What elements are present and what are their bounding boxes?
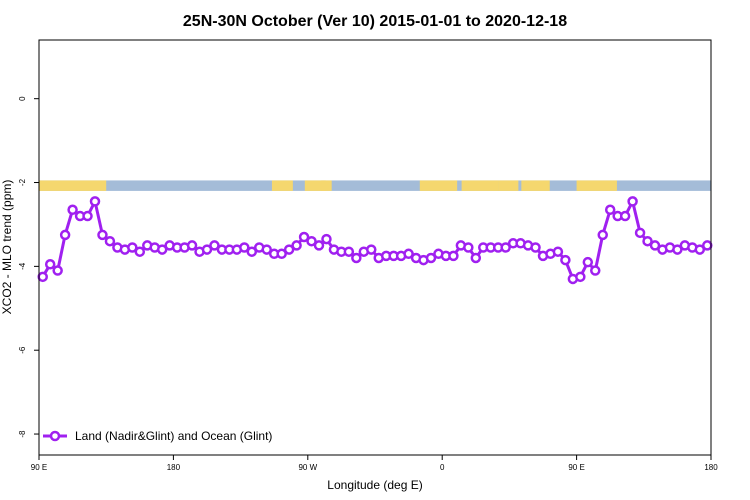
data-point (37, 271, 48, 283)
land-segment (304, 180, 326, 191)
data-point (82, 210, 93, 222)
land-segment (321, 180, 332, 191)
x-tick-label: 90 W (298, 463, 317, 472)
x-tick-label: 90 E (31, 463, 47, 472)
x-tick-label: 90 E (568, 463, 584, 472)
data-point (67, 204, 78, 216)
data-point (291, 240, 302, 251)
y-tick-label: -8 (18, 430, 27, 438)
data-point (306, 235, 317, 247)
x-axis-label: Longitude (deg E) (327, 478, 422, 492)
data-point (298, 231, 310, 243)
data-point (52, 265, 63, 276)
data-point (186, 240, 198, 251)
data-point (276, 248, 287, 260)
data-point (604, 204, 616, 216)
data-point (500, 242, 511, 253)
data-point (246, 246, 258, 257)
data-point (530, 242, 541, 253)
land-segment (271, 180, 293, 191)
data-point (89, 196, 101, 207)
data-point (44, 259, 56, 270)
data-point (261, 244, 272, 255)
data-point (702, 240, 713, 251)
x-tick-label: 180 (167, 463, 181, 472)
data-point (134, 246, 146, 257)
axes: 90 E 180 90 W 0 90 E 180 0 -2 -4 -6 -8 (18, 96, 718, 472)
legend-label: Land (Nadir&Glint) and Ocean (Glint) (75, 429, 272, 443)
data-point (104, 235, 116, 247)
data-point (634, 227, 646, 239)
legend: Land (Nadir&Glint) and Ocean (Glint) (43, 429, 272, 443)
chart-title: 25N-30N October (Ver 10) 2015-01-01 to 2… (183, 13, 567, 30)
data-point (209, 240, 220, 251)
data-point (343, 246, 355, 257)
ocean-band (39, 180, 711, 191)
data-point (351, 252, 362, 264)
y-tick-label: -2 (18, 178, 27, 186)
data-point (239, 242, 250, 253)
land-segment (419, 180, 458, 191)
data-point (470, 252, 482, 264)
y-axis-label: XCO2 - MLO trend (ppm) (0, 180, 14, 315)
y-tick-label: -6 (18, 346, 27, 354)
data-point (283, 244, 295, 255)
data-point (59, 229, 71, 241)
x-tick-label: 0 (440, 463, 445, 472)
data-point (97, 229, 108, 241)
land-segment (461, 180, 499, 191)
data-point (619, 210, 631, 222)
data-point (642, 235, 653, 247)
data-point (448, 250, 459, 262)
data-point (552, 246, 564, 257)
land-segment (498, 180, 519, 191)
plot-frame (38, 39, 712, 456)
data-series (37, 196, 713, 285)
data-point (672, 244, 683, 255)
data-point (321, 233, 332, 245)
data-point (590, 265, 601, 276)
data-point (575, 271, 586, 283)
y-tick-label: -4 (18, 262, 27, 270)
data-point (156, 244, 168, 255)
legend-marker-swatch (49, 430, 61, 442)
land-segment (576, 180, 617, 191)
data-point (463, 242, 474, 253)
land-segment (39, 180, 107, 191)
y-tick-label: 0 (18, 96, 27, 101)
data-point (597, 229, 608, 241)
data-point (425, 252, 437, 264)
data-point (627, 196, 638, 207)
data-point (649, 240, 661, 251)
land-segment (521, 180, 550, 191)
data-point (694, 244, 706, 255)
land-ocean-mask (39, 180, 711, 191)
data-point (127, 242, 138, 253)
data-point (201, 244, 213, 255)
data-point (560, 254, 571, 266)
x-tick-label: 180 (704, 463, 718, 472)
data-point (313, 240, 325, 251)
data-point (366, 244, 377, 255)
data-point (403, 248, 414, 260)
data-point (582, 256, 594, 268)
